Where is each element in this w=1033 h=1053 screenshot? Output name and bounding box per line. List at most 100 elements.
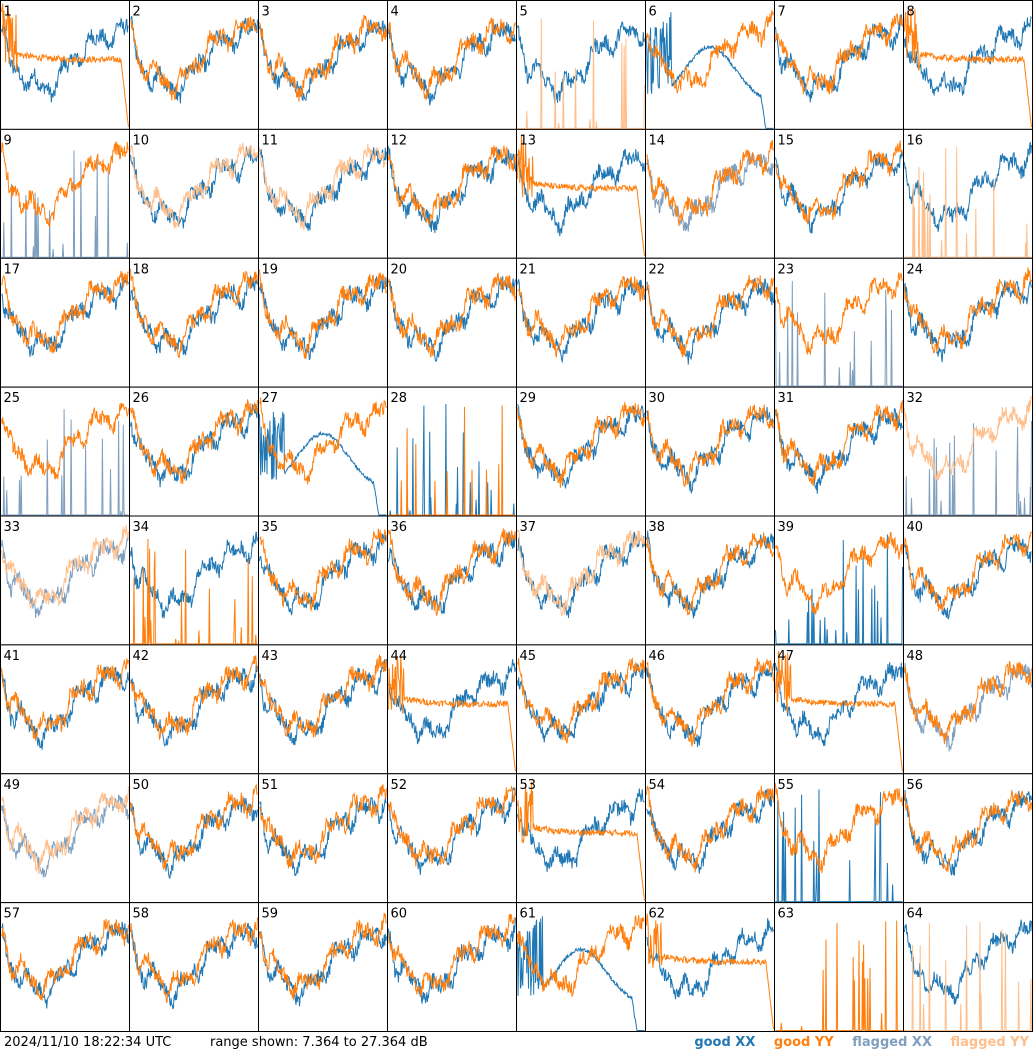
panel-label: 3: [262, 5, 270, 20]
panel-61-xx-trace: [517, 916, 645, 1031]
panel-5: 5: [516, 0, 646, 130]
panel-label: 23: [778, 262, 795, 277]
panel-label: 26: [133, 391, 150, 406]
panel-4-xx-trace: [388, 21, 516, 106]
panel-57: 57: [0, 902, 130, 1032]
panel-25-xx-trace: [1, 409, 129, 516]
panel-label: 12: [391, 133, 408, 148]
panel-58-yy-trace: [130, 917, 258, 1004]
panel-48-yy-trace: [904, 661, 1032, 745]
panel-20-yy-trace: [388, 272, 516, 358]
panel-frame: [774, 902, 904, 1032]
panel-45-yy-trace: [517, 656, 645, 744]
panel-50-yy-trace: [130, 783, 258, 871]
panel-6-yy-trace: [646, 10, 774, 94]
panel-6-xx-trace: [646, 12, 774, 129]
panel-62-yy-trace: [646, 913, 774, 1030]
panel-33-xx-trace: [1, 536, 129, 619]
panel-1-yy-trace: [1, 3, 129, 128]
panel-21-yy-trace: [517, 276, 645, 358]
panel-44: 44: [387, 644, 517, 775]
panel-15-yy-trace: [775, 140, 903, 224]
panel-label: 8: [907, 5, 915, 20]
panel-label: 60: [391, 907, 408, 922]
panel-45: 45: [516, 644, 646, 775]
panel-32-xx-trace: [904, 420, 1032, 516]
panel-5-xx-trace: [517, 21, 645, 105]
panel-label: 64: [907, 907, 924, 922]
panel-label: 46: [649, 649, 666, 664]
legend-good-yy: good YY: [773, 1035, 834, 1050]
panel-40: 40: [903, 515, 1033, 646]
panel-56-yy-trace: [904, 789, 1032, 872]
panel-11-yy-trace: [259, 143, 387, 230]
panel-22-yy-trace: [646, 274, 774, 358]
panel-label: 2: [133, 5, 141, 20]
panel-label: 18: [133, 262, 150, 277]
panel-35: 35: [258, 515, 388, 646]
panel-label: 58: [133, 907, 150, 922]
panel-label: 29: [520, 391, 537, 406]
panel-30-yy-trace: [646, 404, 774, 488]
panel-label: 1: [4, 5, 12, 20]
panel-frame: [903, 902, 1033, 1032]
panel-38-xx-trace: [646, 530, 774, 619]
panel-39-xx-trace: [775, 534, 903, 645]
panel-frame: [774, 644, 904, 775]
panel-57-yy-trace: [1, 918, 129, 1001]
panel-16-yy-trace: [904, 147, 1032, 258]
panel-label: 21: [520, 262, 537, 277]
panel-42-xx-trace: [130, 663, 258, 747]
panel-58: 58: [129, 902, 259, 1032]
panel-59-yy-trace: [259, 912, 387, 1001]
panel-label: 61: [520, 907, 537, 922]
panel-25: 25: [0, 386, 130, 517]
panel-52-yy-trace: [388, 785, 516, 867]
panel-24-yy-trace: [904, 267, 1032, 354]
panel-label: 43: [262, 649, 279, 664]
panel-21-xx-trace: [517, 277, 645, 363]
panel-32-yy-trace: [904, 395, 1032, 481]
panel-2-xx-trace: [130, 15, 258, 104]
panel-55-yy-trace: [775, 783, 903, 874]
panel-29-yy-trace: [517, 402, 645, 488]
panel-label: 30: [649, 391, 666, 406]
panel-label: 32: [907, 391, 924, 406]
panel-42-yy-trace: [130, 655, 258, 741]
panel-24: 24: [903, 257, 1033, 388]
panel-22: 22: [645, 257, 775, 388]
panel-34-yy-trace: [130, 538, 258, 645]
panel-55-xx-trace: [775, 789, 903, 903]
range-value: 7.364 to 27.364 dB: [302, 1035, 428, 1050]
panel-39: 39: [774, 515, 904, 646]
panel-29-xx-trace: [517, 404, 645, 490]
panel-23: 23: [774, 257, 904, 388]
panel-7: 7: [774, 0, 904, 130]
panel-40-yy-trace: [904, 531, 1032, 612]
panel-9-yy-trace: [1, 141, 129, 228]
panel-15: 15: [774, 128, 904, 259]
panel-9: 9: [0, 128, 130, 259]
panel-frame: [774, 515, 904, 646]
panel-41-yy-trace: [1, 657, 129, 741]
panel-60: 60: [387, 902, 517, 1032]
panel-36-yy-trace: [388, 528, 516, 616]
panel-label: 10: [133, 133, 150, 148]
panel-label: 44: [391, 649, 408, 664]
panel-53-yy-trace: [517, 781, 645, 901]
panel-label: 47: [778, 649, 795, 664]
panel-label: 7: [778, 5, 786, 20]
panel-48: 48: [903, 644, 1033, 775]
panel-37: 37: [516, 515, 646, 646]
panel-label: 51: [262, 778, 279, 793]
panel-46-yy-trace: [646, 658, 774, 747]
panel-43: 43: [258, 644, 388, 775]
panel-47-xx-trace: [775, 662, 903, 746]
panel-17: 17: [0, 257, 130, 388]
panel-18-xx-trace: [130, 275, 258, 356]
panel-64: 64: [903, 902, 1033, 1032]
panel-label: 14: [649, 133, 666, 148]
panel-label: 5: [520, 5, 528, 20]
panel-63: 63: [774, 902, 904, 1032]
